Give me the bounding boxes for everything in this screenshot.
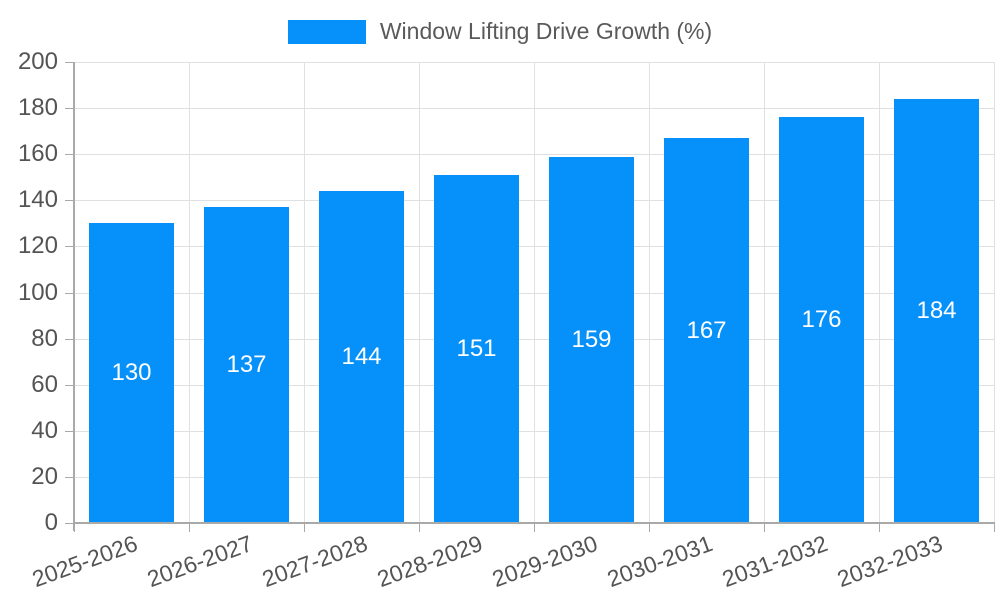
x-axis-tick bbox=[534, 524, 535, 532]
y-axis-tick-label: 120 bbox=[17, 232, 58, 260]
x-axis-tick bbox=[994, 524, 995, 532]
y-axis-tick bbox=[65, 476, 73, 478]
bar-2030-2031: 167 bbox=[664, 138, 749, 523]
x-axis-label: 2026-2027 bbox=[143, 530, 256, 593]
x-axis-tick bbox=[419, 524, 420, 532]
y-axis-tick bbox=[65, 292, 73, 294]
bar-value-label: 130 bbox=[111, 359, 152, 387]
bar-2028-2029: 151 bbox=[434, 174, 519, 523]
legend-item-window-lifting-drive-growth[interactable]: Window Lifting Drive Growth (%) bbox=[287, 18, 713, 45]
gridline-vertical bbox=[993, 62, 995, 523]
bar-2027-2028: 144 bbox=[319, 191, 404, 523]
x-axis-line bbox=[73, 522, 995, 524]
plot-area: 130 137 144 151 159 167 176 184 bbox=[74, 62, 995, 523]
x-axis-tick bbox=[649, 524, 650, 532]
x-axis-tick bbox=[879, 524, 880, 532]
bar-value-label: 151 bbox=[456, 334, 497, 362]
bar-value-label: 159 bbox=[571, 325, 612, 353]
x-axis-label: 2030-2031 bbox=[603, 530, 716, 593]
y-axis-tick-label: 100 bbox=[17, 278, 58, 306]
bar-2029-2030: 159 bbox=[549, 156, 634, 523]
x-axis-tick bbox=[189, 524, 190, 532]
y-axis-tick bbox=[65, 430, 73, 432]
y-axis-tick bbox=[65, 246, 73, 248]
gridline-vertical bbox=[188, 62, 190, 523]
y-axis-tick bbox=[65, 338, 73, 340]
bar-value-label: 184 bbox=[916, 296, 957, 324]
y-axis-line bbox=[73, 62, 75, 531]
x-axis-label: 2025-2026 bbox=[28, 530, 141, 593]
bar-2026-2027: 137 bbox=[204, 207, 289, 523]
legend-swatch-icon bbox=[287, 19, 366, 44]
x-axis-label: 2029-2030 bbox=[488, 530, 601, 593]
y-axis-tick-label: 40 bbox=[31, 416, 58, 444]
y-axis-tick-label: 180 bbox=[17, 94, 58, 122]
y-axis-tick-label: 160 bbox=[17, 140, 58, 168]
y-axis-tick-label: 60 bbox=[31, 370, 58, 398]
y-axis-tick bbox=[65, 200, 73, 202]
gridline-vertical bbox=[303, 62, 305, 523]
bar-2025-2026: 130 bbox=[89, 223, 174, 523]
y-axis-tick bbox=[65, 384, 73, 386]
bar-value-label: 144 bbox=[341, 343, 382, 371]
y-axis-tick-label: 140 bbox=[17, 186, 58, 214]
y-axis-tick bbox=[65, 108, 73, 110]
x-axis-tick bbox=[74, 524, 75, 532]
gridline-vertical bbox=[763, 62, 765, 523]
gridline-vertical bbox=[648, 62, 650, 523]
bar-2031-2032: 176 bbox=[779, 117, 864, 523]
x-axis-label: 2027-2028 bbox=[258, 530, 371, 593]
x-axis-tick bbox=[304, 524, 305, 532]
legend: Window Lifting Drive Growth (%) bbox=[0, 18, 1000, 45]
y-axis-tick-label: 0 bbox=[44, 509, 58, 536]
legend-label: Window Lifting Drive Growth (%) bbox=[379, 18, 713, 44]
y-axis-tick-label: 20 bbox=[31, 462, 58, 490]
x-axis-tick bbox=[764, 524, 765, 532]
y-axis-tick-label: 200 bbox=[17, 48, 58, 75]
bar-2032-2033: 184 bbox=[894, 98, 979, 523]
x-axis-label: 2032-2033 bbox=[833, 530, 946, 593]
x-axis-label: 2028-2029 bbox=[373, 530, 486, 593]
y-axis-tick bbox=[65, 523, 73, 524]
bar-value-label: 176 bbox=[801, 306, 842, 334]
gridline-vertical bbox=[533, 62, 535, 523]
x-axis-label: 2031-2032 bbox=[718, 530, 831, 593]
bar-value-label: 137 bbox=[226, 351, 267, 379]
y-axis-tick bbox=[65, 62, 73, 63]
gridline-vertical bbox=[418, 62, 420, 523]
bar-value-label: 167 bbox=[686, 316, 727, 344]
y-axis-tick bbox=[65, 154, 73, 156]
y-axis-tick-label: 80 bbox=[31, 324, 58, 352]
gridline-vertical bbox=[878, 62, 880, 523]
